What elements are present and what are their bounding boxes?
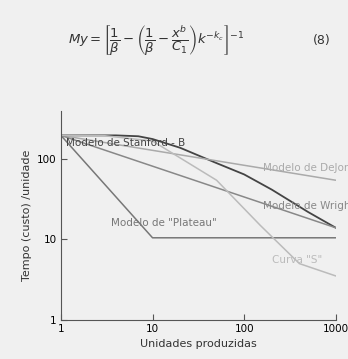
Text: Modelo de Stanford - B: Modelo de Stanford - B xyxy=(66,138,186,148)
Text: Modelo de Wright: Modelo de Wright xyxy=(263,201,348,211)
Text: Modelo de "Plateau": Modelo de "Plateau" xyxy=(111,218,216,228)
Text: Curva "S": Curva "S" xyxy=(272,255,322,265)
Text: (8): (8) xyxy=(313,34,331,47)
Text: Modelo de DeJong: Modelo de DeJong xyxy=(263,163,348,173)
Y-axis label: Tempo (custo) /unidade: Tempo (custo) /unidade xyxy=(22,150,32,281)
Text: $My = \left[\dfrac{1}{\beta} - \left(\dfrac{1}{\beta} - \dfrac{x^b}{C_1}\right)k: $My = \left[\dfrac{1}{\beta} - \left(\df… xyxy=(69,23,245,57)
X-axis label: Unidades produzidas: Unidades produzidas xyxy=(140,339,257,349)
